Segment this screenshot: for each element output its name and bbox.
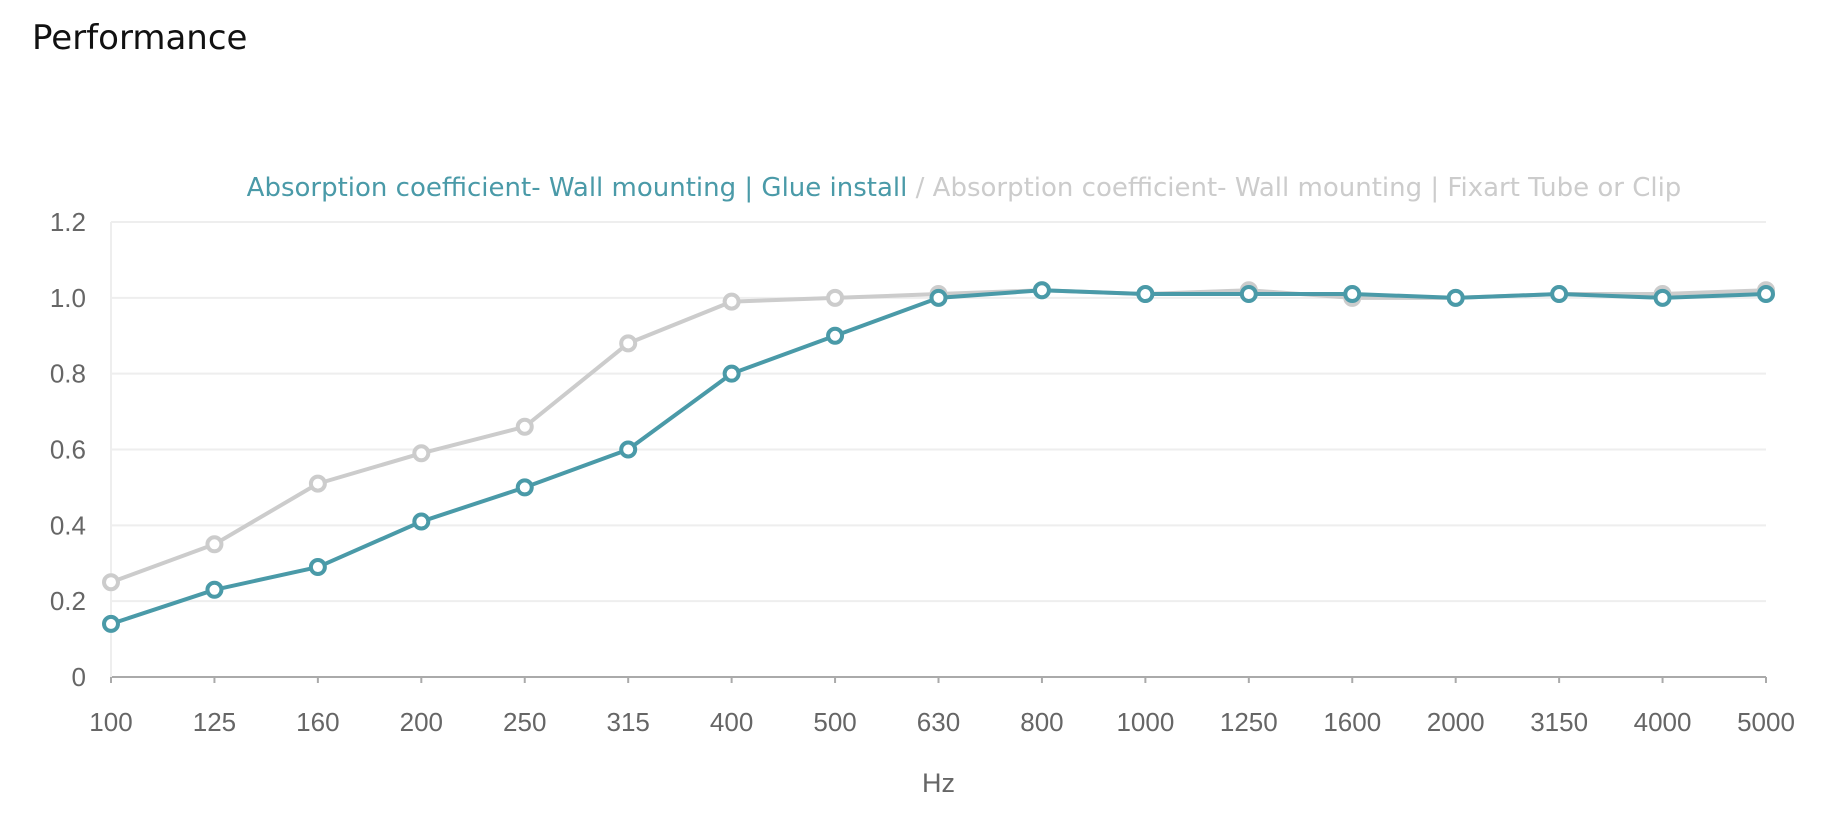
series-2 <box>102 281 1775 592</box>
y-tick-label: 0.6 <box>50 435 86 465</box>
data-point[interactable] <box>412 512 431 531</box>
data-point[interactable] <box>722 292 741 311</box>
data-point[interactable] <box>1239 285 1258 304</box>
chart-gridlines <box>111 221 1766 603</box>
data-point[interactable] <box>102 614 120 633</box>
chart-axes <box>110 222 1767 683</box>
y-tick-label: 1.0 <box>50 283 86 313</box>
x-tick-label: 2000 <box>1427 707 1485 737</box>
x-tick-label: 160 <box>296 707 339 737</box>
x-tick-label: 630 <box>917 707 960 737</box>
data-point[interactable] <box>826 288 845 307</box>
data-point[interactable] <box>1550 285 1569 304</box>
series-1 <box>102 281 1775 633</box>
data-point[interactable] <box>205 580 224 599</box>
data-point[interactable] <box>1446 288 1465 307</box>
data-point[interactable] <box>515 417 534 436</box>
data-point[interactable] <box>308 474 327 493</box>
data-point[interactable] <box>619 334 638 353</box>
chart-series <box>102 281 1775 633</box>
y-tick-label: 1.2 <box>50 207 86 237</box>
series-line <box>109 288 1768 585</box>
data-point[interactable] <box>1032 281 1051 300</box>
data-point[interactable] <box>1343 285 1362 304</box>
x-axis-title: Hz <box>922 768 955 798</box>
data-point[interactable] <box>826 326 845 345</box>
data-point[interactable] <box>1136 285 1155 304</box>
legend-item-1[interactable]: Absorption coefficient- Wall mounting | … <box>247 173 908 203</box>
x-tick-label: 4000 <box>1634 707 1692 737</box>
series-line <box>109 288 1768 626</box>
x-tick-label: 800 <box>1020 707 1063 737</box>
data-point[interactable] <box>1757 285 1775 304</box>
legend-item-2[interactable]: Absorption coefficient- Wall mounting | … <box>933 173 1682 203</box>
x-tick-label: 5000 <box>1737 707 1795 737</box>
y-tick-label: 0 <box>72 662 86 692</box>
legend-separator: / <box>907 173 932 203</box>
data-point[interactable] <box>722 364 741 383</box>
x-tick-label: 125 <box>193 707 236 737</box>
data-point[interactable] <box>412 444 431 463</box>
legend-text: Absorption coefficient- Wall mounting | … <box>247 173 1682 203</box>
data-point[interactable] <box>619 440 638 459</box>
x-tick-label: 100 <box>89 707 132 737</box>
x-tick-label: 315 <box>606 707 649 737</box>
data-point[interactable] <box>308 558 327 577</box>
x-tick-label: 1600 <box>1323 707 1381 737</box>
y-tick-label: 0.8 <box>50 359 86 389</box>
data-point[interactable] <box>102 573 120 592</box>
x-tick-labels: 100 125 160 200 250 315 400 500 630 800 1000 1250 16… <box>89 707 1795 737</box>
data-point[interactable] <box>515 478 534 497</box>
x-tick-label: 1000 <box>1116 707 1174 737</box>
x-tick-label: 400 <box>710 707 753 737</box>
data-point[interactable] <box>205 535 224 554</box>
data-point[interactable] <box>1653 288 1672 307</box>
section-title: Performance <box>32 18 248 58</box>
x-tick-label: 1250 <box>1220 707 1278 737</box>
x-tick-label: 250 <box>503 707 546 737</box>
chart-legend: Absorption coefficient- Wall mounting | … <box>247 173 1682 203</box>
y-tick-labels: 0 0.2 0.4 0.6 0.8 1.0 1.2 <box>50 207 86 692</box>
x-tick-label: 3150 <box>1530 707 1588 737</box>
y-tick-label: 0.2 <box>50 586 86 616</box>
data-point[interactable] <box>929 288 948 307</box>
y-tick-label: 0.4 <box>50 510 86 540</box>
x-tick-label: 200 <box>400 707 443 737</box>
x-tick-label: 500 <box>813 707 856 737</box>
